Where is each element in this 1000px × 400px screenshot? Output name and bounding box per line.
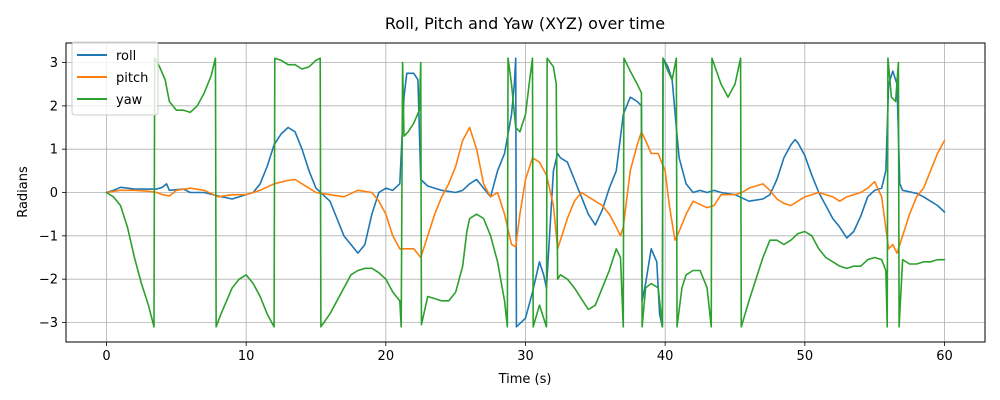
x-axis: 0 10 20 30 40 50 60 [102, 342, 953, 364]
legend-box [71, 41, 159, 116]
gridlines [66, 43, 985, 342]
x-tick-label: 40 [657, 349, 674, 364]
x-axis-label: Time (s) [498, 372, 552, 387]
plot-frame [65, 42, 986, 343]
legend-label-pitch: pitch [116, 71, 148, 86]
x-tick-label: 60 [936, 349, 953, 364]
y-tick-label: 1 [50, 143, 58, 158]
legend-label-yaw: yaw [116, 93, 143, 108]
y-tick-label: 0 [50, 186, 58, 201]
legend-label-roll: roll [116, 49, 136, 64]
y-tick-label: −2 [39, 273, 58, 288]
series-layer [105, 57, 946, 328]
y-tick-label: −3 [39, 316, 58, 331]
legend: roll pitch yaw [71, 41, 159, 116]
y-tick-label: 3 [50, 56, 58, 71]
y-tick-label: 2 [50, 99, 58, 114]
x-tick-label: 50 [797, 349, 814, 364]
x-tick-label: 0 [102, 349, 110, 364]
series-line-pitch [105, 126, 946, 259]
x-tick-label: 20 [378, 349, 395, 364]
series-line-roll [105, 57, 946, 328]
series-line-yaw [105, 57, 946, 328]
y-axis-label: Radians [16, 166, 31, 218]
x-tick-label: 10 [238, 349, 255, 364]
x-tick-label: 30 [517, 349, 534, 364]
y-tick-label: −1 [39, 229, 58, 244]
y-axis: −3 −2 −1 0 1 2 3 [39, 56, 66, 331]
chart-title: Roll, Pitch and Yaw (XYZ) over time [385, 14, 665, 33]
